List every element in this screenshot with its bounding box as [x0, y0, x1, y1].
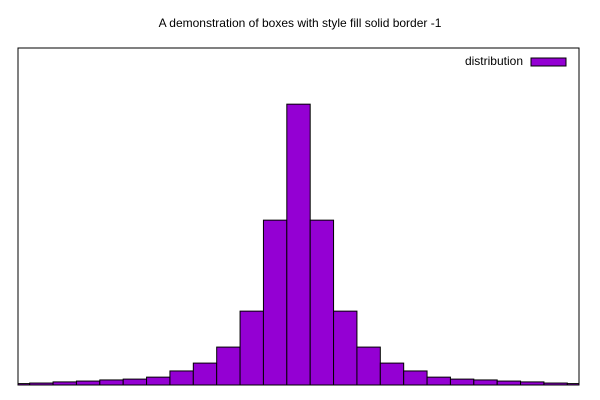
- bar: [496, 380, 522, 385]
- legend-swatch: [530, 57, 567, 67]
- bar: [239, 310, 264, 385]
- legend-label: distribution: [465, 54, 523, 68]
- bar: [75, 380, 101, 385]
- bar: [449, 378, 475, 385]
- bar: [379, 362, 405, 385]
- bar: [333, 310, 358, 385]
- bar: [216, 346, 241, 385]
- bar: [473, 379, 498, 385]
- plot-border: [17, 47, 580, 386]
- bar: [356, 346, 381, 385]
- bar: [286, 103, 311, 385]
- bar: [192, 362, 218, 385]
- bar: [262, 219, 288, 385]
- bar: [122, 378, 148, 385]
- bar: [99, 379, 124, 385]
- bar: [309, 219, 335, 385]
- bar: [426, 376, 451, 385]
- chart-title: A demonstration of boxes with style fill…: [159, 16, 442, 30]
- bar: [566, 383, 579, 385]
- plot-area: [18, 103, 579, 385]
- bar: [403, 370, 428, 385]
- bar: [146, 376, 171, 385]
- bar: [169, 370, 194, 385]
